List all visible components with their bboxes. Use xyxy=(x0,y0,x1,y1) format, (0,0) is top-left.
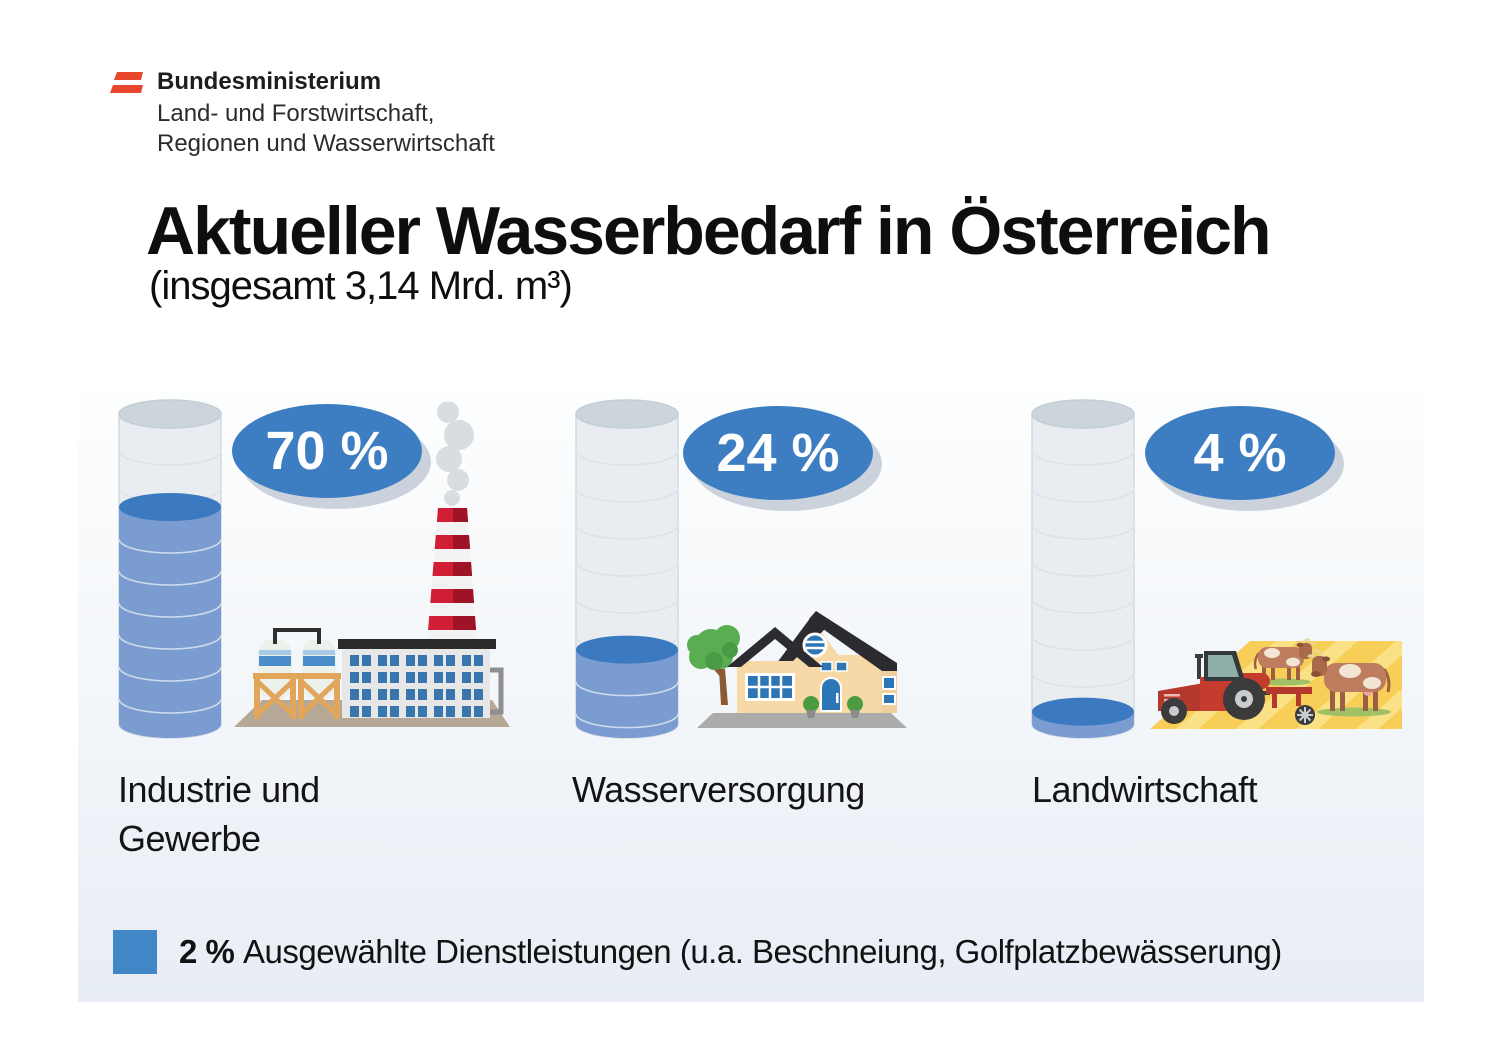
water-cylinder-supply xyxy=(575,399,679,739)
legend-percent: 2 % xyxy=(179,933,235,970)
percent-badge-supply: 24 % xyxy=(683,406,873,500)
column-label-industry: Industrie und Gewerbe xyxy=(118,769,320,859)
austria-flag-icon xyxy=(110,72,143,93)
cow-small xyxy=(1253,638,1316,680)
tractor xyxy=(1158,651,1315,725)
percent-value-supply: 24 % xyxy=(716,423,840,483)
cow-large xyxy=(1307,649,1391,711)
tree xyxy=(687,625,740,705)
smoke xyxy=(436,402,474,506)
house-icon xyxy=(687,611,907,728)
column-label-agriculture: Landwirtschaft xyxy=(1032,769,1258,810)
water-cylinder-agriculture xyxy=(1031,399,1135,739)
driveway xyxy=(697,713,907,728)
ministry-dept-line1: Land- und Forstwirtschaft, xyxy=(157,100,435,127)
percent-badge-agriculture: 4 % xyxy=(1145,406,1335,500)
column-label-supply: Wasserversorgung xyxy=(572,769,865,810)
infographic-panel: 70 % 24 % 4 % xyxy=(78,390,1424,1002)
page-subtitle: (insgesamt 3,14 Mrd. m³) xyxy=(149,264,573,308)
percent-badge-industry: 70 % xyxy=(232,404,422,498)
page-title: Aktueller Wasserbedarf in Österreich xyxy=(146,193,1271,269)
ministry-name: Bundesministerium xyxy=(157,68,382,95)
ministry-dept-line2: Regionen und Wasserwirtschaft xyxy=(157,130,495,157)
factory-icon xyxy=(234,402,510,727)
percent-value-agriculture: 4 % xyxy=(1193,423,1287,483)
legend-text: 2 % Ausgewählte Dienstleistungen (u.a. B… xyxy=(179,933,1282,971)
tractor-cows-icon xyxy=(1150,638,1402,729)
water-cylinder-industry xyxy=(118,399,222,739)
percent-value-industry: 70 % xyxy=(265,421,389,481)
legend: 2 % Ausgewählte Dienstleistungen (u.a. B… xyxy=(113,930,1282,974)
legend-swatch xyxy=(113,930,157,974)
legend-label: Ausgewählte Dienstleistungen (u.a. Besch… xyxy=(243,933,1282,970)
